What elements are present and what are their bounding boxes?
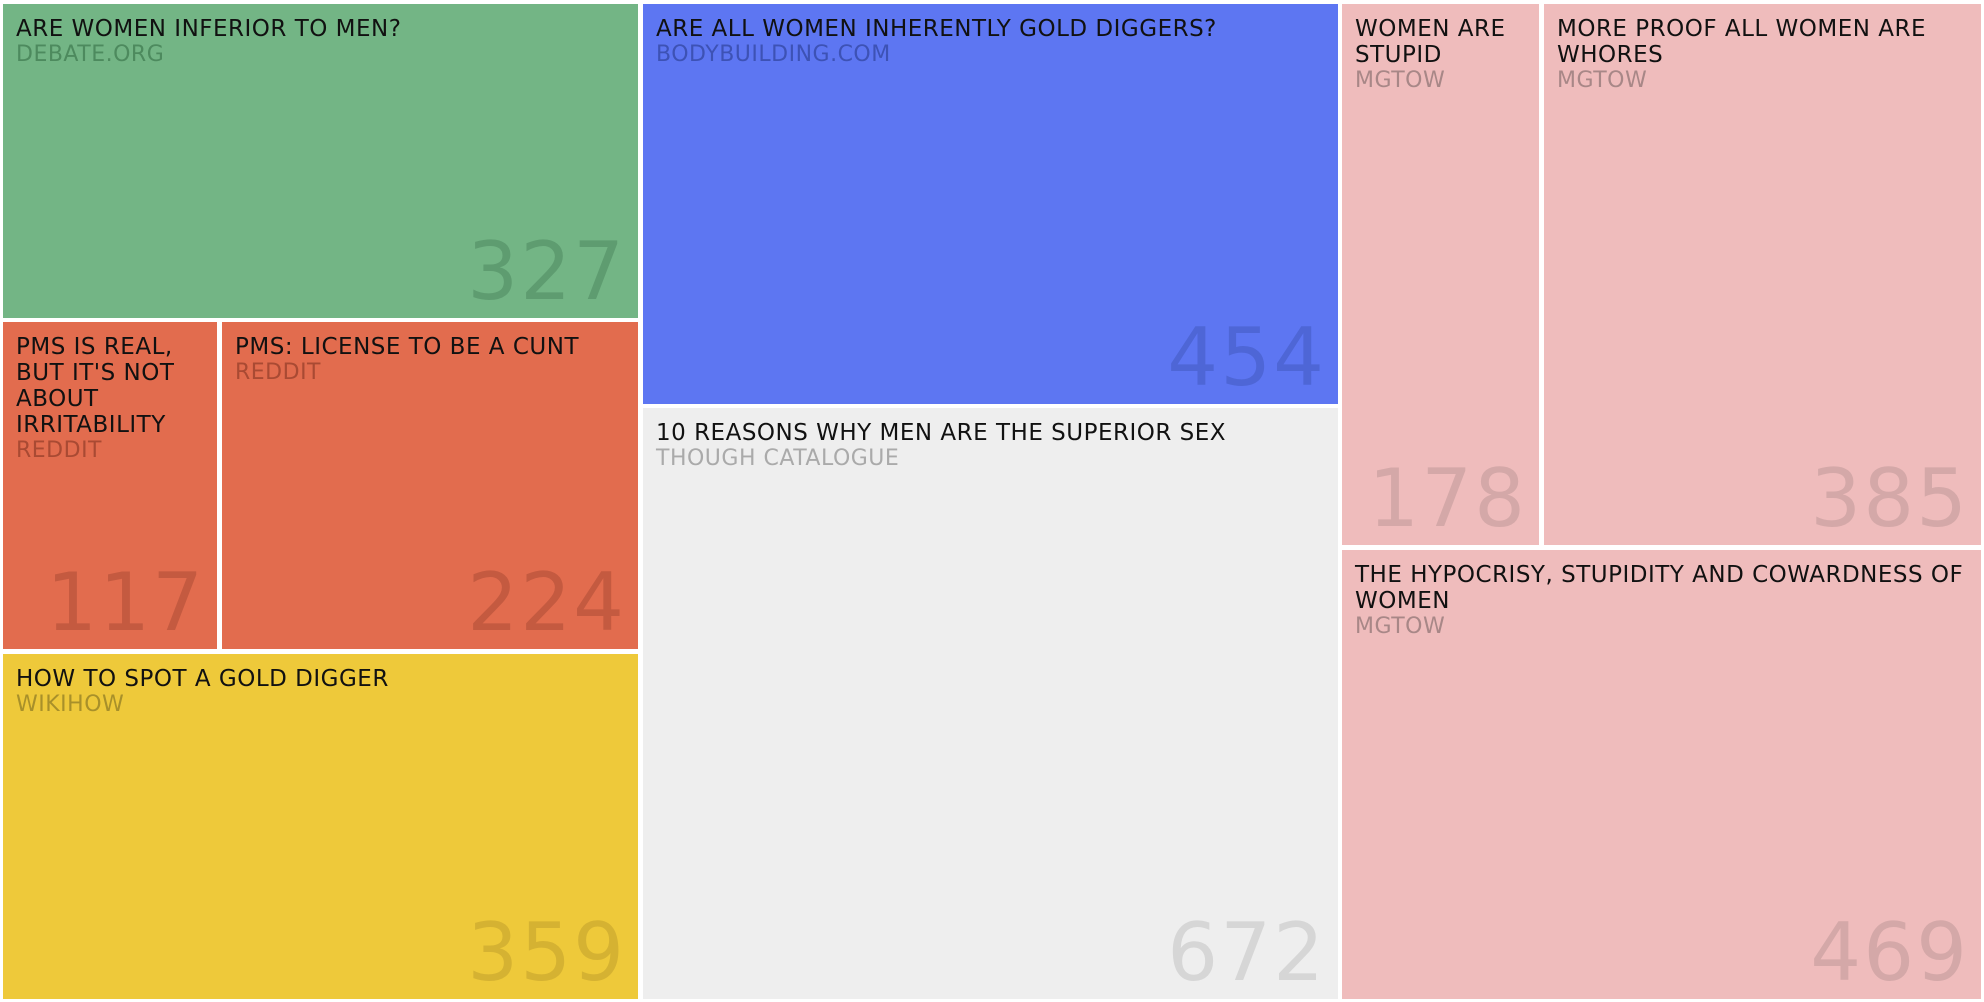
tile-value: 359: [467, 906, 626, 999]
tile-value: 327: [467, 225, 626, 318]
tile-label-group: WOMEN ARE STUPID MGTOW: [1355, 16, 1527, 94]
tile-label-group: HOW TO SPOT A GOLD DIGGER WIKIHOW: [16, 666, 626, 718]
tile-source: DEBATE.ORG: [16, 42, 165, 67]
tile-value: 117: [46, 556, 205, 649]
tile-label-group: PMS: LICENSE TO BE A CUNT REDDIT: [235, 334, 626, 386]
tile-value: 178: [1368, 452, 1527, 545]
tile-title: MORE PROOF ALL WOMEN ARE WHORES: [1557, 16, 1927, 68]
tile-label-group: MORE PROOF ALL WOMEN ARE WHORES MGTOW: [1557, 16, 1969, 94]
treemap-tile: 10 REASONS WHY MEN ARE THE SUPERIOR SEX T…: [643, 408, 1338, 999]
tile-title: THE HYPOCRISY, STUPIDITY AND COWARDNESS …: [1355, 562, 1964, 614]
tile-source: MGTOW: [1355, 614, 1446, 639]
tile-title: WOMEN ARE STUPID: [1355, 16, 1506, 68]
tile-source: THOUGH CATALOGUE: [656, 446, 900, 471]
treemap-tile: HOW TO SPOT A GOLD DIGGER WIKIHOW 359: [3, 654, 638, 999]
tile-source: BODYBUILDING.COM: [656, 42, 891, 67]
tile-title: PMS: LICENSE TO BE A CUNT: [235, 334, 579, 360]
tile-label-group: PMS IS REAL, BUT IT'S NOT ABOUT IRRITABI…: [16, 334, 205, 464]
tile-title: ARE WOMEN INFERIOR TO MEN?: [16, 16, 402, 42]
tile-title: HOW TO SPOT A GOLD DIGGER: [16, 666, 389, 692]
tile-source: WIKIHOW: [16, 692, 125, 717]
tile-value: 469: [1810, 906, 1969, 999]
tile-source: REDDIT: [235, 360, 321, 385]
tile-value: 454: [1167, 311, 1326, 404]
tile-source: MGTOW: [1557, 68, 1648, 93]
tile-label-group: 10 REASONS WHY MEN ARE THE SUPERIOR SEX T…: [656, 420, 1326, 472]
tile-title: 10 REASONS WHY MEN ARE THE SUPERIOR SEX: [656, 420, 1227, 446]
treemap-tile: THE HYPOCRISY, STUPIDITY AND COWARDNESS …: [1342, 550, 1981, 999]
treemap-tile: MORE PROOF ALL WOMEN ARE WHORES MGTOW 385: [1544, 4, 1981, 545]
tile-value: 672: [1167, 906, 1326, 999]
treemap-tile: PMS: LICENSE TO BE A CUNT REDDIT 224: [222, 322, 638, 649]
tile-value: 224: [467, 556, 626, 649]
treemap-tile: PMS IS REAL, BUT IT'S NOT ABOUT IRRITABI…: [3, 322, 217, 649]
tile-source: REDDIT: [16, 438, 102, 463]
tile-label-group: THE HYPOCRISY, STUPIDITY AND COWARDNESS …: [1355, 562, 1969, 640]
tile-label-group: ARE WOMEN INFERIOR TO MEN? DEBATE.ORG: [16, 16, 626, 68]
tile-source: MGTOW: [1355, 68, 1446, 93]
tile-title: PMS IS REAL, BUT IT'S NOT ABOUT IRRITABI…: [16, 334, 175, 438]
tile-label-group: ARE ALL WOMEN INHERENTLY GOLD DIGGERS? BO…: [656, 16, 1326, 68]
treemap-tile: WOMEN ARE STUPID MGTOW 178: [1342, 4, 1539, 545]
treemap-tile: ARE WOMEN INFERIOR TO MEN? DEBATE.ORG 327: [3, 4, 638, 318]
tile-title: ARE ALL WOMEN INHERENTLY GOLD DIGGERS?: [656, 16, 1217, 42]
tile-value: 385: [1810, 452, 1969, 545]
treemap-tile: ARE ALL WOMEN INHERENTLY GOLD DIGGERS? BO…: [643, 4, 1338, 404]
